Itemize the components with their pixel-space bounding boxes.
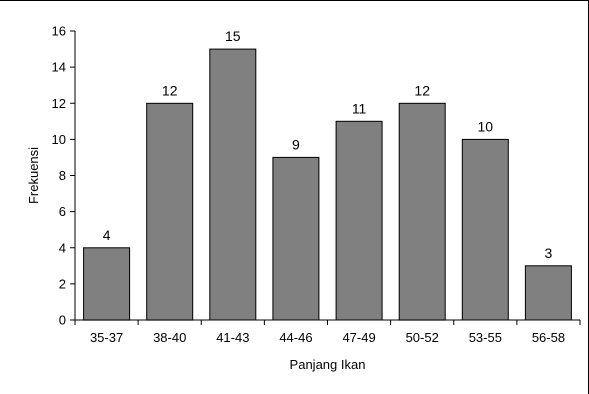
bars-group bbox=[83, 48, 572, 321]
x-tick-label: 50-52 bbox=[406, 330, 439, 345]
x-tick-label: 53-55 bbox=[469, 330, 502, 345]
y-axis-ticks: 0 2 4 6 8 10 12 14 16 bbox=[52, 24, 75, 328]
y-tick-label: 14 bbox=[52, 60, 66, 75]
data-label-38-40: 12 bbox=[162, 82, 178, 98]
bar-38-40 bbox=[146, 102, 194, 321]
y-tick-label: 6 bbox=[59, 204, 66, 219]
y-tick-label: 16 bbox=[52, 24, 66, 39]
x-tick-label: 44-46 bbox=[279, 330, 312, 345]
x-axis-ticks: 35-37 38-40 41-43 44-46 47-49 50-52 53-55 56-58 bbox=[74, 320, 581, 345]
data-label-35-37: 4 bbox=[103, 227, 111, 243]
y-tick-label: 2 bbox=[59, 276, 66, 291]
data-label-44-46: 9 bbox=[292, 136, 300, 152]
x-tick-label: 35-37 bbox=[90, 330, 123, 345]
data-labels-group: 4 12 15 9 11 12 10 3 bbox=[103, 28, 553, 261]
y-tick-label: 4 bbox=[59, 240, 66, 255]
y-tick-label: 12 bbox=[52, 96, 66, 111]
data-label-47-49: 11 bbox=[352, 100, 367, 116]
bar-53-55 bbox=[461, 138, 509, 321]
data-label-50-52: 12 bbox=[414, 82, 430, 98]
data-label-53-55: 10 bbox=[478, 118, 494, 134]
x-tick-label: 38-40 bbox=[153, 330, 186, 345]
y-tick-label: 10 bbox=[52, 132, 66, 147]
bar-44-46 bbox=[272, 156, 320, 321]
bar-56-58 bbox=[524, 265, 572, 321]
x-tick-label: 56-58 bbox=[532, 330, 565, 345]
bar-47-49 bbox=[335, 120, 383, 321]
x-tick-label: 41-43 bbox=[216, 330, 249, 345]
y-axis-title: Frekuensi bbox=[26, 147, 41, 204]
bar-41-43 bbox=[209, 48, 257, 321]
y-tick-label: 0 bbox=[59, 313, 66, 328]
data-label-41-43: 15 bbox=[225, 28, 241, 44]
x-axis-title: Panjang Ikan bbox=[290, 357, 366, 372]
data-label-56-58: 3 bbox=[545, 245, 553, 261]
bar-50-52 bbox=[398, 102, 446, 321]
y-tick-label: 8 bbox=[59, 168, 66, 183]
x-tick-label: 47-49 bbox=[342, 330, 375, 345]
bar-35-37 bbox=[83, 247, 131, 321]
